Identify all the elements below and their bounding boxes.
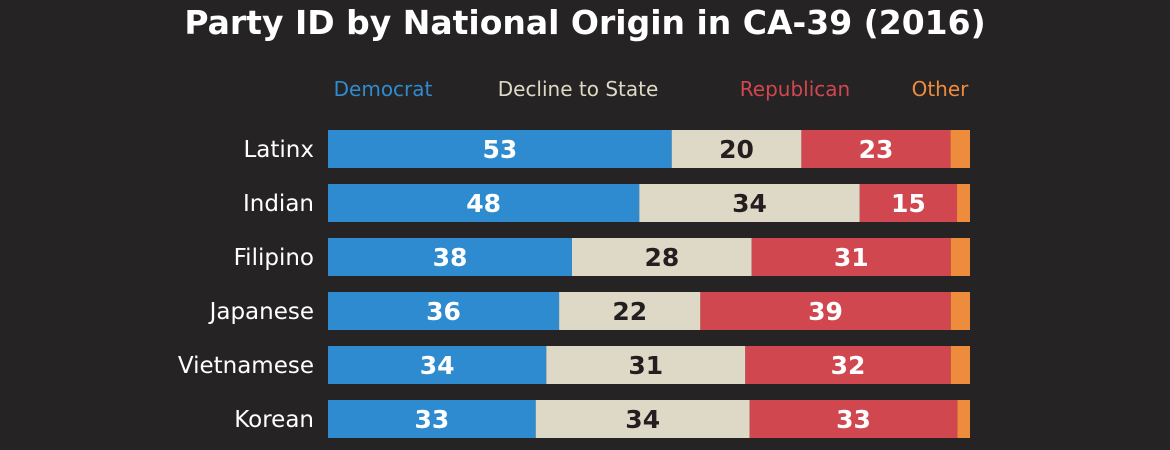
value-labels: 53 20 23 48 34 15 38 28 31 36 22 39 34 31 32 33 34 33 <box>414 135 925 434</box>
bar-filipino-republican <box>751 238 951 276</box>
value-label-vietnamese-democrat: 34 <box>420 351 455 380</box>
category-label-indian: Indian <box>243 191 314 217</box>
legend-decline-to-state: Decline to State <box>498 77 659 101</box>
value-label-indian-democrat: 48 <box>466 189 501 218</box>
bar-korean-democrat <box>328 400 536 438</box>
bar-korean-other <box>957 400 970 438</box>
value-label-japanese-democrat: 36 <box>426 297 461 326</box>
bars <box>328 130 970 438</box>
value-label-korean-decline-to-state: 34 <box>625 405 660 434</box>
value-label-japanese-republican: 39 <box>808 297 843 326</box>
value-label-indian-republican: 15 <box>891 189 926 218</box>
bar-indian-democrat <box>328 184 640 222</box>
legend-democrat: Democrat <box>334 77 433 101</box>
bar-japanese-republican <box>700 292 951 330</box>
category-label-korean: Korean <box>234 407 314 433</box>
value-label-latinx-democrat: 53 <box>482 135 517 164</box>
bar-filipino-decline-to-state <box>571 238 752 276</box>
bar-korean-decline-to-state <box>535 400 750 438</box>
category-labels: Latinx Indian Filipino Japanese Vietnamese Ko… <box>178 137 314 433</box>
category-label-filipino: Filipino <box>234 245 314 271</box>
bar-filipino-other <box>950 238 970 276</box>
value-label-vietnamese-republican: 32 <box>831 351 866 380</box>
value-label-korean-republican: 33 <box>836 405 871 434</box>
category-label-vietnamese: Vietnamese <box>178 353 314 379</box>
category-label-latinx: Latinx <box>243 137 314 163</box>
chart-title: Party ID by National Origin in CA-39 (20… <box>184 3 985 42</box>
bar-japanese-other <box>950 292 970 330</box>
bar-indian-decline-to-state <box>639 184 860 222</box>
value-label-latinx-decline-to-state: 20 <box>719 135 754 164</box>
value-label-korean-democrat: 33 <box>414 405 449 434</box>
bar-japanese-democrat <box>328 292 560 330</box>
bar-vietnamese-republican <box>745 346 951 384</box>
bar-indian-other <box>957 184 970 222</box>
legend-republican: Republican <box>740 77 850 101</box>
value-label-latinx-republican: 23 <box>859 135 894 164</box>
bar-vietnamese-democrat <box>328 346 547 384</box>
legend-other: Other <box>912 77 970 101</box>
value-label-filipino-democrat: 38 <box>433 243 468 272</box>
value-label-filipino-republican: 31 <box>834 243 869 272</box>
bar-japanese-decline-to-state <box>559 292 701 330</box>
bar-indian-republican <box>859 184 958 222</box>
value-label-indian-decline-to-state: 34 <box>732 189 767 218</box>
legend: Democrat Decline to State Republican Other <box>334 77 970 101</box>
bar-korean-republican <box>749 400 958 438</box>
category-label-japanese: Japanese <box>208 299 314 325</box>
bar-vietnamese-other <box>950 346 970 384</box>
value-label-vietnamese-decline-to-state: 31 <box>628 351 663 380</box>
bar-vietnamese-decline-to-state <box>546 346 746 384</box>
value-label-filipino-decline-to-state: 28 <box>644 243 679 272</box>
value-label-japanese-decline-to-state: 22 <box>612 297 647 326</box>
bar-filipino-democrat <box>328 238 572 276</box>
bar-latinx-democrat <box>328 130 672 168</box>
bar-latinx-other <box>950 130 970 168</box>
bar-latinx-decline-to-state <box>671 130 802 168</box>
bar-latinx-republican <box>801 130 951 168</box>
